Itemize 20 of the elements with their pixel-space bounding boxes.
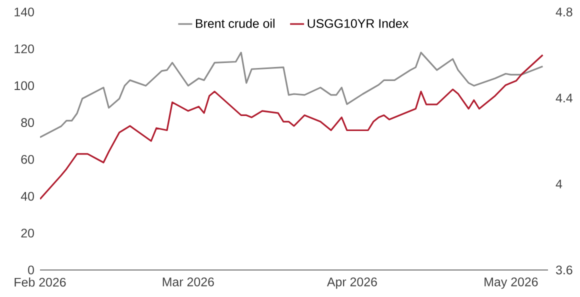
legend-label: USGG10YR Index — [308, 18, 408, 28]
legend-label: Brent crude oil — [196, 18, 274, 28]
y-tick-label: 140 — [14, 8, 34, 16]
y2-tick-label: 3.6 — [556, 266, 572, 274]
y2-tick-label: 4 — [556, 180, 562, 188]
y-tick-label: 20 — [21, 228, 34, 238]
y-tick-label: 100 — [14, 81, 34, 90]
y2-tick-label: 4.4 — [556, 94, 572, 102]
y-tick-label: 0 — [28, 266, 34, 274]
line-series — [40, 54, 544, 200]
y-tick-label: 60 — [21, 155, 34, 164]
line-series — [40, 52, 544, 138]
y2-tick-label: 4.8 — [556, 8, 572, 16]
y-tick-label: 80 — [21, 118, 34, 127]
x-tick-label: Apr 2026 — [326, 278, 377, 289]
x-tick-label: Feb 2026 — [14, 278, 66, 287]
y-tick-label: 120 — [14, 44, 34, 54]
x-tick-label: May 2026 — [484, 278, 538, 289]
y-tick-label: 40 — [20, 192, 34, 201]
x-tick-label: Mar 2026 — [162, 278, 214, 286]
